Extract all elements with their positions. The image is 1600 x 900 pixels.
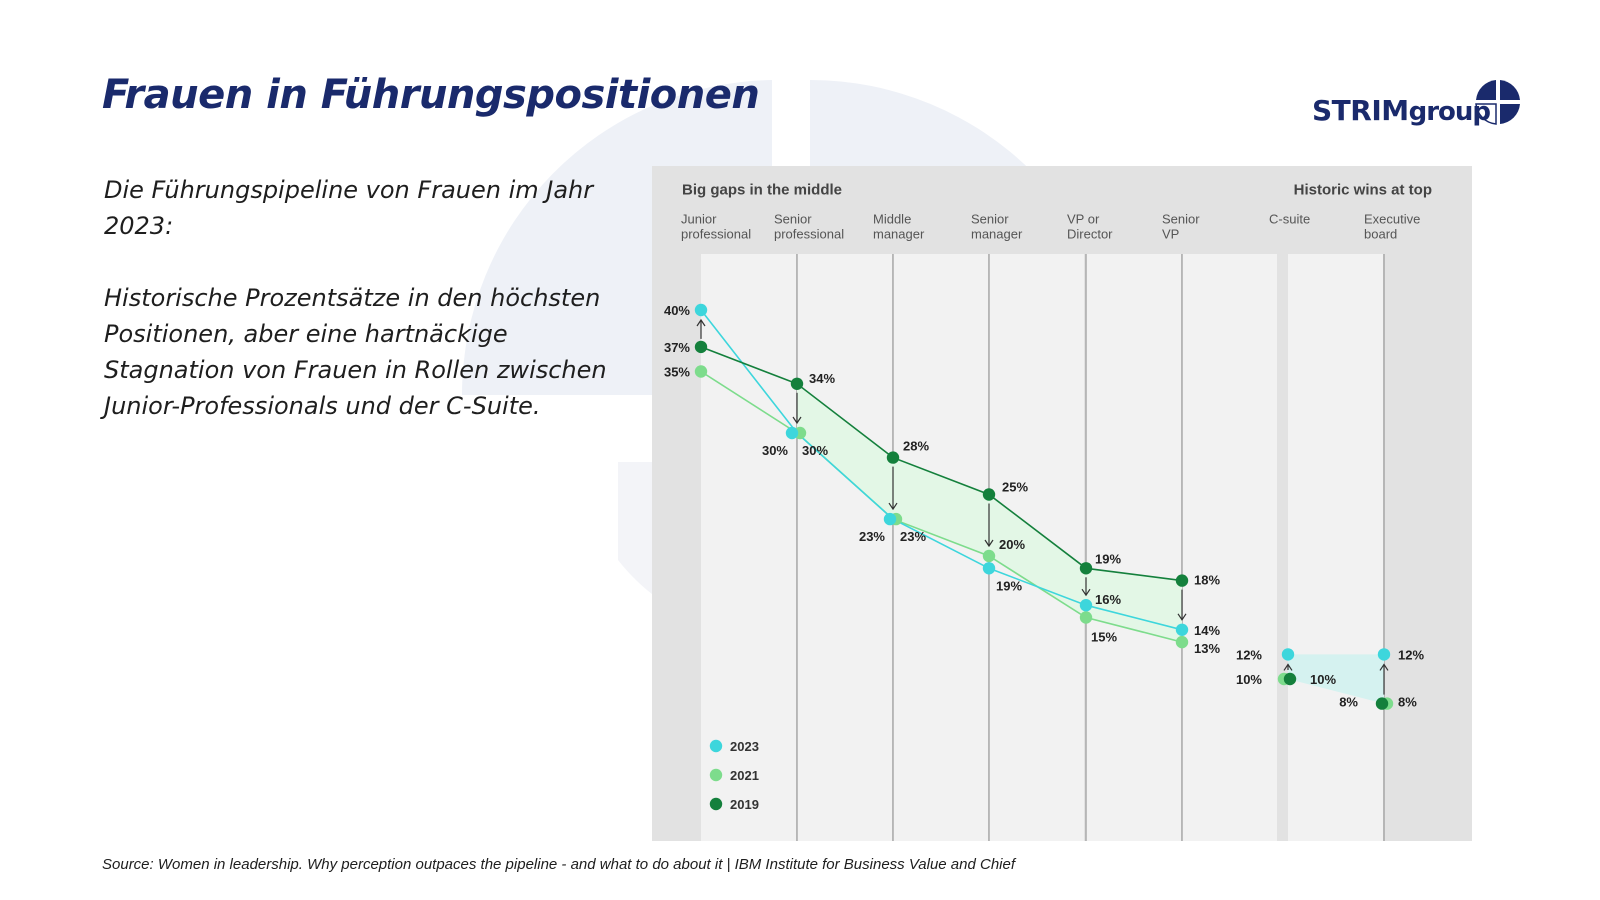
category-label: Director — [1067, 227, 1113, 242]
section-title-middle: Big gaps in the middle — [682, 181, 842, 198]
point-2023-2 — [883, 512, 897, 526]
value-label-2023-5: 14% — [1194, 623, 1220, 638]
strimgroup-logo: STRIMgroup — [1312, 78, 1522, 136]
category-label: Senior — [1162, 212, 1200, 227]
point-2019-3 — [982, 488, 996, 501]
value-label-2021-7: 8% — [1398, 695, 1417, 710]
value-label-2023-3: 19% — [996, 578, 1022, 593]
category-label: VP or — [1067, 212, 1100, 227]
value-label-2021-1: 30% — [802, 443, 828, 458]
category-label: VP — [1162, 227, 1179, 242]
point-2023-4 — [1079, 599, 1093, 612]
value-label-2023-4: 16% — [1095, 592, 1121, 607]
intro-paragraph-2: Historische Prozentsätze in den höchsten… — [104, 284, 607, 420]
pipeline-chart-svg: Big gaps in the middle Historic wins at t… — [652, 166, 1472, 841]
arrow-csuite-head — [1283, 663, 1293, 671]
value-label-2019-6: 10% — [1310, 672, 1336, 687]
point-2021-3 — [982, 549, 996, 563]
category-label: Senior — [971, 212, 1009, 227]
point-2023-7 — [1377, 648, 1391, 661]
column-4 — [1086, 254, 1181, 841]
arrow-board-head — [1379, 663, 1389, 671]
brand-mark-icon — [1475, 80, 1520, 125]
value-label-2021-6: 10% — [1236, 672, 1262, 687]
column-5 — [1182, 254, 1277, 841]
intro-paragraph-1: Die Führungspipeline von Frauen im Jahr … — [104, 176, 594, 240]
value-label-2023-1: 30% — [762, 443, 788, 458]
category-label: Middle — [873, 212, 911, 227]
category-label: professional — [774, 227, 844, 242]
value-label-2023-7: 12% — [1398, 647, 1424, 662]
point-2019-6 — [1283, 672, 1297, 686]
pipeline-chart: Big gaps in the middle Historic wins at t… — [652, 166, 1472, 841]
arrow-junior-head — [696, 318, 706, 327]
point-2019-2 — [886, 451, 900, 464]
legend-swatch-2019 — [709, 797, 723, 811]
point-2019-4 — [1079, 562, 1093, 575]
arrow-4-head — [1081, 588, 1091, 597]
series-line-2021 — [700, 370, 1183, 643]
value-label-2019-7: 8% — [1339, 695, 1358, 710]
value-label-2019-1: 34% — [809, 371, 835, 386]
series-line-2023 — [700, 309, 1183, 631]
series-line-2019 — [700, 346, 1183, 582]
column-6 — [1288, 254, 1383, 841]
value-label-2019-2: 28% — [903, 439, 929, 454]
point-2021-4 — [1079, 611, 1093, 624]
arrow-1-head — [792, 416, 802, 425]
arrow-2-head — [888, 502, 898, 511]
arrow-3-head — [984, 539, 994, 548]
point-2019-1 — [790, 377, 804, 390]
category-label: professional — [681, 227, 751, 242]
legend-label-2021: 2021 — [730, 768, 759, 783]
category-label: board — [1364, 227, 1397, 242]
category-label: manager — [971, 227, 1023, 242]
point-2021-0 — [694, 365, 708, 378]
value-label-2019-4: 19% — [1095, 551, 1121, 566]
value-label-2021-3: 20% — [999, 537, 1025, 552]
column-1 — [797, 254, 892, 841]
category-label: Executive — [1364, 212, 1420, 227]
value-label-2021-0: 35% — [664, 365, 690, 380]
legend-label-2019: 2019 — [730, 797, 759, 812]
value-label-2021-4: 15% — [1091, 630, 1117, 645]
brand-main: STRIM — [1312, 94, 1409, 127]
point-2023-6 — [1281, 648, 1295, 661]
value-label-2021-2: 23% — [900, 529, 926, 544]
value-label-2019-0: 37% — [664, 340, 690, 355]
category-label: C-suite — [1269, 212, 1310, 227]
source-note: Source: Women in leadership. Why percept… — [102, 856, 1016, 873]
point-2019-5 — [1175, 574, 1189, 587]
category-label: manager — [873, 227, 925, 242]
gain-band-top — [1288, 654, 1384, 704]
value-label-2019-5: 18% — [1194, 573, 1220, 588]
point-2023-3 — [982, 562, 996, 575]
value-label-2021-5: 13% — [1194, 641, 1220, 656]
legend-swatch-2023 — [709, 739, 723, 753]
category-label: Junior — [681, 212, 717, 227]
value-label-2023-0: 40% — [664, 303, 690, 318]
value-label-2023-6: 12% — [1236, 647, 1262, 662]
brand-sub: group — [1408, 97, 1491, 127]
point-2023-5 — [1175, 623, 1189, 636]
legend-label-2023: 2023 — [730, 739, 759, 754]
value-label-2023-2: 23% — [859, 529, 885, 544]
point-2023-1 — [785, 426, 799, 440]
point-2021-5 — [1175, 635, 1189, 649]
point-2023-0 — [694, 303, 708, 317]
intro-text: Die Führungspipeline von Frauen im Jahr … — [104, 172, 624, 460]
page-title: Frauen in Führungspositionen — [102, 72, 760, 118]
arrow-5-head — [1177, 613, 1187, 621]
brand-wordmark: STRIMgroup — [1312, 94, 1491, 127]
section-title-top: Historic wins at top — [1294, 181, 1432, 198]
value-label-2019-3: 25% — [1002, 480, 1028, 495]
category-label: Senior — [774, 212, 812, 227]
point-2019-0 — [694, 340, 708, 354]
legend-swatch-2021 — [709, 768, 723, 782]
point-2019-7 — [1375, 697, 1389, 710]
